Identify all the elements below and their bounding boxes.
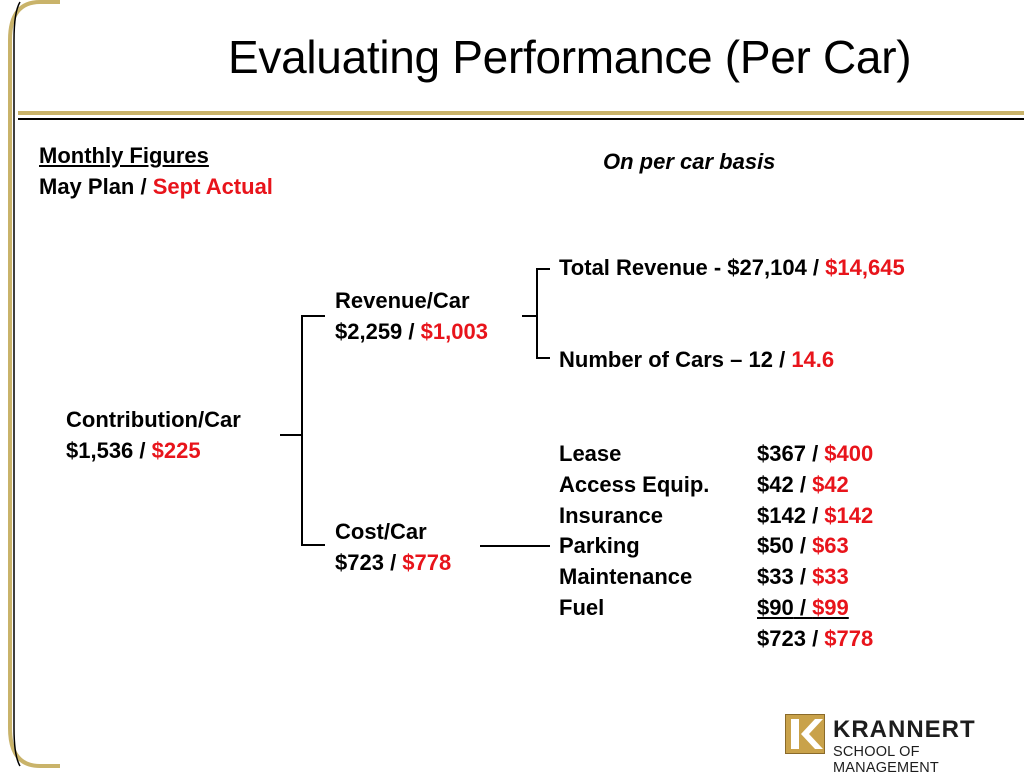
number-of-cars-actual: 14.6 [791, 347, 835, 372]
cost-total-values: $723 / $778 [757, 626, 874, 651]
cost-item-maintenance-label: Maintenance [559, 564, 693, 589]
legend-plan-label: May Plan [39, 174, 135, 199]
legend-heading: Monthly Figures [39, 143, 209, 168]
connector-revenue-out [522, 315, 537, 317]
total-revenue: Total Revenue - $27,104 / $14,645 [559, 252, 905, 283]
slide-title: Evaluating Performance (Per Car) [228, 31, 912, 83]
cost-item-actual: $63 [812, 533, 849, 558]
legend-line: May Plan / Sept Actual [39, 171, 273, 202]
cost-total-actual: $778 [824, 626, 874, 651]
contribution-plan: $1,536 [66, 438, 134, 463]
legend-actual-label: Sept Actual [152, 174, 273, 199]
cost-item-plan: $367 [757, 441, 806, 466]
cost-item-actual: $33 [812, 564, 849, 589]
cost-item-actual: $99 [812, 595, 849, 620]
cost-item-actual: $400 [824, 441, 874, 466]
connector-to-total-revenue [536, 268, 550, 270]
revenue-actual: $1,003 [420, 319, 488, 344]
contribution-values: $1,536 / $225 [66, 438, 201, 463]
cost-item-parking-values: $50 / $63 [757, 533, 849, 558]
connector-cost-out [480, 545, 550, 547]
connector-revenue-vertical [536, 268, 538, 358]
number-of-cars: Number of Cars – 12 / 14.6 [559, 344, 834, 375]
legend-separator: / [134, 174, 153, 199]
cost-item-actual: $42 [812, 472, 849, 497]
cost-total-plan: $723 [757, 626, 806, 651]
total-revenue-label: Total Revenue - $27,104 / [559, 255, 826, 280]
cost-item-plan: $50 [757, 533, 794, 558]
cost-item-maintenance-values: $33 / $33 [757, 564, 849, 589]
logo-subtitle: SCHOOL OF MANAGEMENT [833, 744, 939, 776]
connector-to-cost [301, 544, 325, 546]
cost-item-actual: $142 [824, 503, 874, 528]
cost-item-insurance-values: $142 / $142 [757, 503, 874, 528]
cost-item-access-values: $42 / $42 [757, 472, 849, 497]
cost-item-plan: $90 [757, 595, 794, 620]
cost-label: Cost/Car [335, 519, 427, 544]
cost-item-insurance-label: Insurance [559, 503, 663, 528]
contribution-label: Contribution/Car [66, 407, 241, 432]
basis-note: On per car basis [603, 149, 776, 174]
cost-values: $723 / $778 [335, 550, 452, 575]
revenue-values: $2,259 / $1,003 [335, 319, 488, 344]
cost-actual: $778 [402, 550, 452, 575]
total-revenue-actual: $14,645 [825, 255, 905, 280]
connector-to-revenue [301, 315, 325, 317]
revenue-label: Revenue/Car [335, 288, 470, 313]
cost-plan: $723 [335, 550, 384, 575]
cost-item-fuel-label: Fuel [559, 595, 605, 620]
cost-item-lease-label: Lease [559, 441, 622, 466]
cost-item-parking-label: Parking [559, 533, 640, 558]
logo-name: KRANNERT [833, 716, 976, 743]
contribution-actual: $225 [151, 438, 201, 463]
cost-item-lease-values: $367 / $400 [757, 441, 874, 466]
cost-item-fuel-values: $90 / $99 [757, 595, 849, 620]
cost-item-plan: $33 [757, 564, 794, 589]
number-of-cars-label: Number of Cars – 12 / [559, 347, 792, 372]
connector-to-number-of-cars [536, 357, 550, 359]
revenue-plan: $2,259 [335, 319, 403, 344]
cost-item-access-label: Access Equip. [559, 472, 710, 497]
cost-item-plan: $142 [757, 503, 806, 528]
krannert-logo: KRANNERT SCHOOL OF MANAGEMENT [783, 712, 1013, 776]
krannert-emblem-icon [785, 714, 825, 754]
cost-item-plan: $42 [757, 472, 794, 497]
connector-contribution [280, 434, 302, 436]
connector-main-vertical [301, 315, 303, 545]
